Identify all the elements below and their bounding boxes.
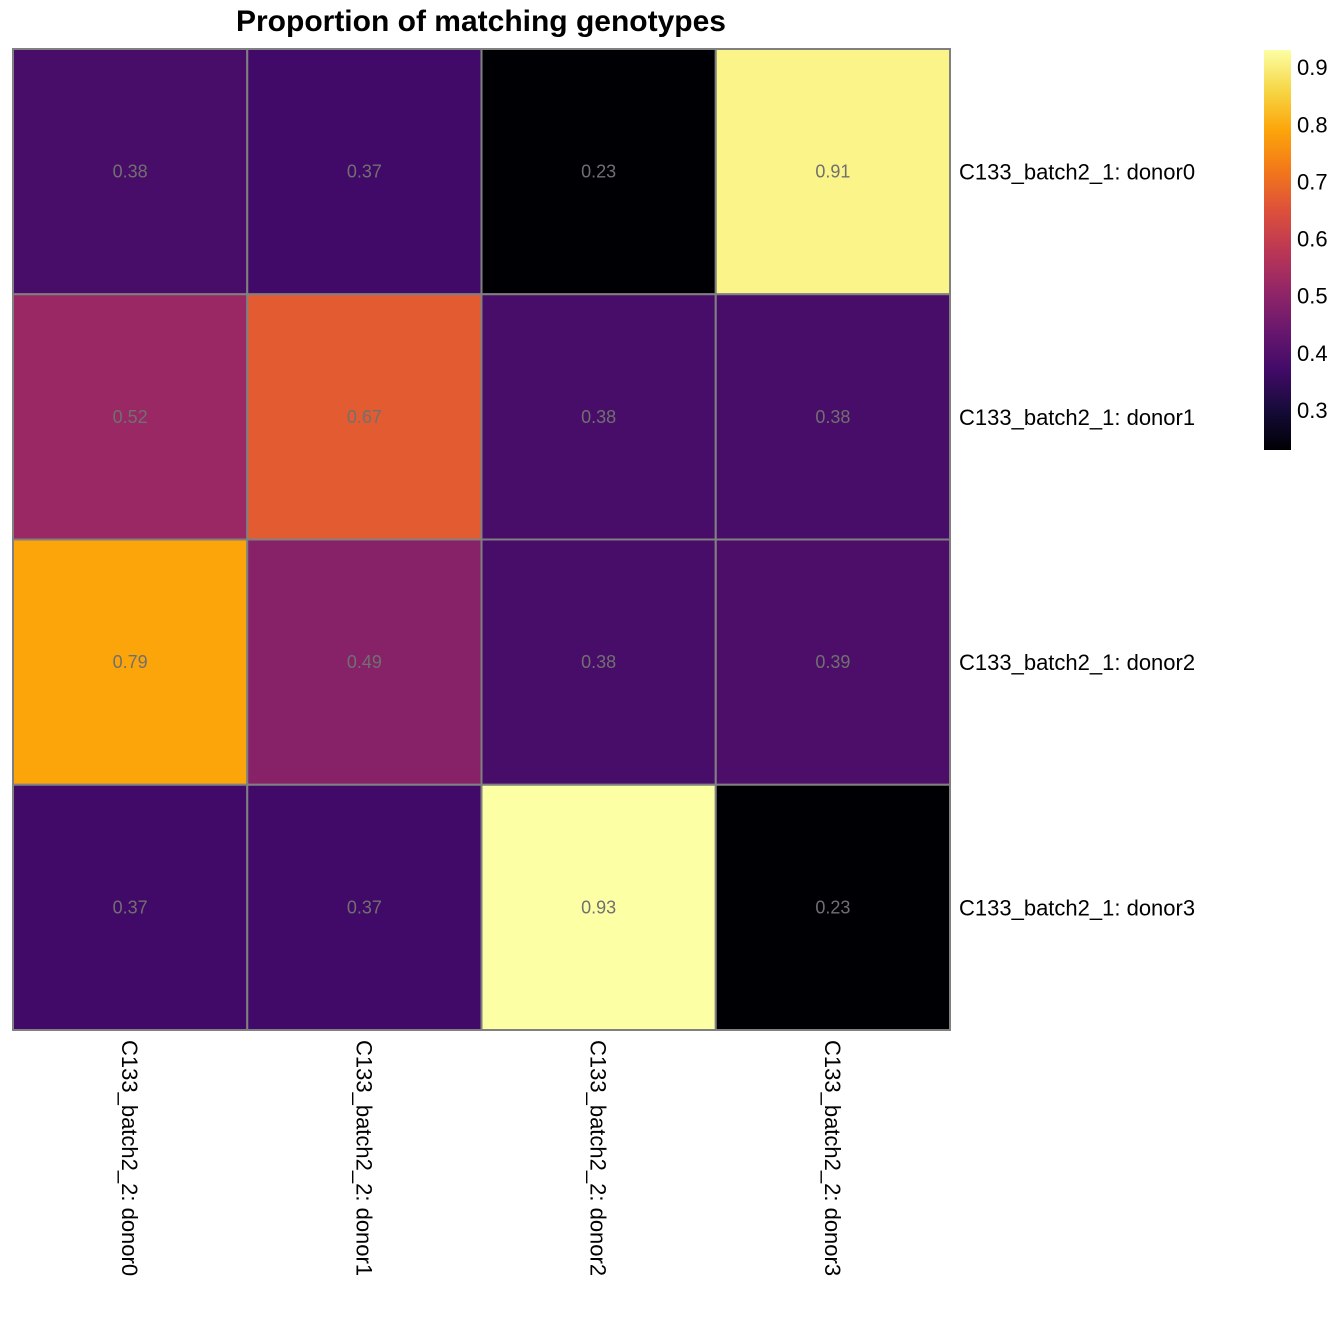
colorbar-tick-label: 0.5 <box>1297 284 1328 309</box>
cell-value-label: 0.38 <box>815 407 850 427</box>
row-labels: C133_batch2_1: donor0 C133_batch2_1: dono… <box>959 160 1195 921</box>
heatmap-cell <box>12 293 249 541</box>
row-label: C133_batch2_1: donor0 <box>959 160 1195 185</box>
heatmap-cell <box>480 783 717 1031</box>
column-label: C133_batch2_2: donor1 <box>351 1040 376 1276</box>
heatmap-cell <box>714 538 951 786</box>
heatmap-cell <box>714 48 951 296</box>
column-labels: C133_batch2_2: donor0 C133_batch2_2: dono… <box>117 1040 845 1276</box>
colorbar-legend: 0.9 0.8 0.7 0.6 0.5 0.4 0.3 <box>1264 50 1328 450</box>
cell-value-label: 0.67 <box>347 407 382 427</box>
column-label: C133_batch2_2: donor3 <box>820 1040 845 1276</box>
cell-value-label: 0.39 <box>815 652 850 672</box>
cell-value-label: 0.38 <box>113 162 148 182</box>
colorbar-tick-label: 0.3 <box>1297 398 1328 423</box>
column-label: C133_batch2_2: donor0 <box>117 1040 142 1276</box>
cell-value-label: 0.38 <box>581 407 616 427</box>
row-label: C133_batch2_1: donor3 <box>959 895 1195 920</box>
cell-value-label: 0.49 <box>347 652 382 672</box>
cell-value-label: 0.79 <box>113 652 148 672</box>
cell-value-label: 0.37 <box>347 897 382 917</box>
heatmap-cell <box>246 538 483 786</box>
colorbar-tick-label: 0.6 <box>1297 227 1328 252</box>
heatmap-cell <box>246 293 483 541</box>
heatmap-cell <box>12 783 249 1031</box>
heatmap-cell <box>246 783 483 1031</box>
cell-value-label: 0.37 <box>113 897 148 917</box>
cell-value-label: 0.38 <box>581 652 616 672</box>
heatmap-cell <box>714 783 951 1031</box>
column-label: C133_batch2_2: donor2 <box>586 1040 611 1276</box>
cell-value-label: 0.91 <box>815 162 850 182</box>
colorbar-tick-label: 0.4 <box>1297 341 1328 366</box>
cell-value-label: 0.37 <box>347 162 382 182</box>
heatmap-cell <box>12 48 249 296</box>
colorbar-tick-label: 0.7 <box>1297 169 1328 194</box>
cell-value-label: 0.23 <box>581 162 616 182</box>
cell-value-label: 0.23 <box>815 897 850 917</box>
cell-value-label: 0.93 <box>581 897 616 917</box>
colorbar-tick-label: 0.8 <box>1297 112 1328 137</box>
heatmap-cell <box>480 48 717 296</box>
colorbar <box>1264 50 1291 450</box>
heatmap-cell <box>714 293 951 541</box>
row-label: C133_batch2_1: donor2 <box>959 650 1195 675</box>
heatmap-cell <box>246 48 483 296</box>
heatmap-cells: 0.38 0.37 0.23 0.91 0.52 0.67 0.38 0.38 0.79 0.49… <box>12 48 951 1031</box>
cell-value-label: 0.52 <box>113 407 148 427</box>
colorbar-tick-label: 0.9 <box>1297 55 1328 80</box>
chart-title: Proportion of matching genotypes <box>236 5 726 38</box>
row-label: C133_batch2_1: donor1 <box>959 405 1195 430</box>
